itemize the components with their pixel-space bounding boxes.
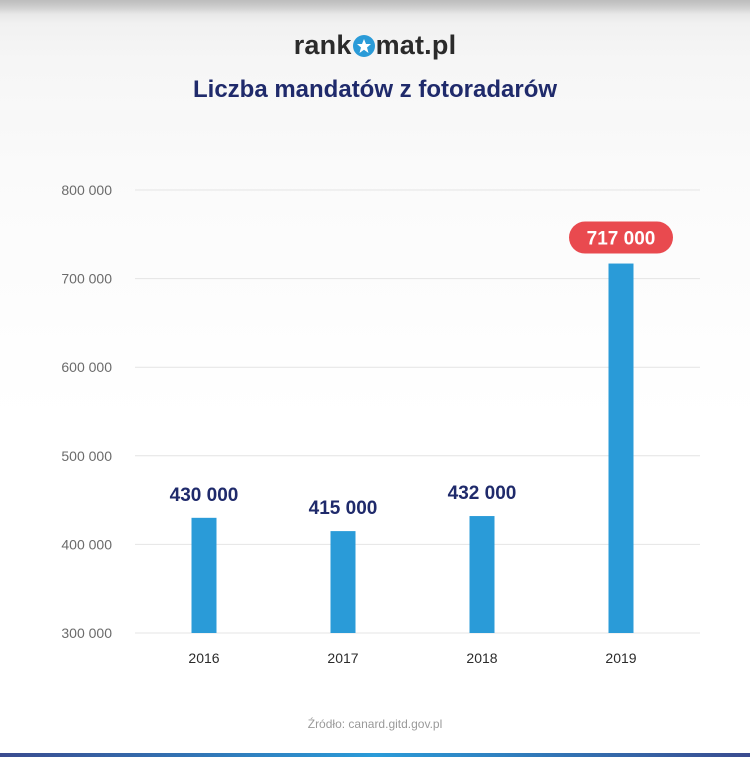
data-label: 717 000: [587, 229, 656, 250]
brand-logo: rank mat.pl: [0, 30, 750, 61]
bar: [608, 263, 634, 633]
data-label: 432 000: [448, 483, 517, 504]
bar: [469, 516, 495, 633]
y-tick-label: 300 000: [61, 625, 112, 641]
y-tick-label: 600 000: [61, 359, 112, 375]
highlight-label-pill: [569, 221, 673, 254]
bottom-accent-line: [0, 753, 750, 757]
x-tick-label: 2019: [605, 650, 636, 666]
top-shade: [0, 0, 750, 14]
logo-text-right: mat.pl: [375, 30, 457, 60]
bar: [330, 531, 356, 633]
star-icon: [352, 35, 375, 57]
chart-title: Liczba mandatów z fotoradarów: [192, 76, 558, 103]
x-tick-label: 2016: [188, 650, 219, 666]
y-tick-label: 800 000: [61, 182, 112, 198]
y-tick-label: 700 000: [61, 271, 112, 287]
y-tick-label: 500 000: [61, 448, 112, 464]
x-tick-label: 2017: [327, 650, 358, 666]
y-tick-label: 400 000: [61, 536, 112, 552]
data-label: 430 000: [170, 485, 239, 506]
x-tick-label: 2018: [466, 650, 497, 666]
source-note: Źródło: canard.gitd.gov.pl: [307, 717, 443, 731]
bar: [191, 517, 217, 633]
data-label: 415 000: [309, 498, 378, 519]
logo-text-left: rank: [293, 30, 352, 60]
